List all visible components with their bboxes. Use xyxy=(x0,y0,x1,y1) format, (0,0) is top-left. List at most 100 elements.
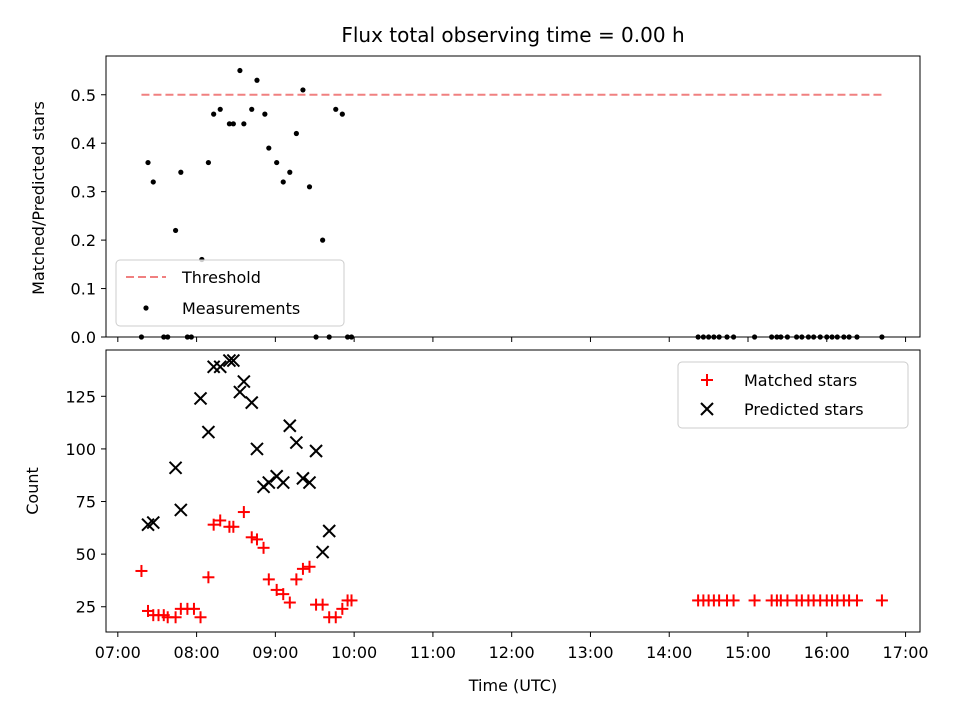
measurement-point xyxy=(711,334,717,340)
bottom-legend-frame xyxy=(677,361,909,429)
measurement-point xyxy=(348,334,355,340)
x-tick-label: 10:00 xyxy=(331,643,377,662)
measurement-point xyxy=(824,334,830,340)
predicted-star-point xyxy=(146,515,160,530)
measurement-point xyxy=(178,169,184,175)
matched-star-point xyxy=(283,596,296,609)
measurement-point xyxy=(274,159,280,166)
matched-star-point xyxy=(296,562,309,575)
x-tick-label: 07:00 xyxy=(95,643,141,662)
legend-matched-swatch xyxy=(701,374,713,386)
matched-star-point xyxy=(257,541,270,554)
legend-matched-label: Matched stars xyxy=(744,371,857,390)
measurement-point xyxy=(266,145,272,151)
measurement-point xyxy=(879,334,885,340)
measurement-point xyxy=(249,106,255,112)
measurement-point xyxy=(280,179,286,185)
measurement-point xyxy=(730,334,737,340)
matched-star-point xyxy=(202,571,215,584)
legend-measurements-swatch xyxy=(143,305,149,311)
measurement-point xyxy=(724,334,730,340)
legend-predicted-label: Predicted stars xyxy=(744,400,864,419)
measurement-point xyxy=(841,334,847,340)
x-tick-label: 17:00 xyxy=(883,643,929,662)
measurement-point xyxy=(716,334,722,340)
predicted-star-point xyxy=(315,545,330,559)
measurement-point xyxy=(184,334,190,340)
matched-star-point xyxy=(336,602,349,615)
measurement-point xyxy=(805,334,812,340)
x-tick-label: 09:00 xyxy=(252,643,298,662)
top-y-tick-label: 0.3 xyxy=(71,183,96,202)
measurement-point xyxy=(326,334,332,340)
matched-star-point xyxy=(748,594,761,607)
predicted-star-point xyxy=(283,419,297,433)
matched-star-point xyxy=(303,560,316,573)
matched-star-point xyxy=(262,573,275,586)
predicted-star-point xyxy=(250,442,264,456)
matched-star-point xyxy=(277,588,290,601)
top-plot-frame xyxy=(105,55,921,338)
predicted-star-point xyxy=(289,435,304,450)
top-legend: Threshold Measurements xyxy=(115,259,345,327)
matched-star-point xyxy=(187,602,200,615)
matched-star-point xyxy=(850,594,863,607)
measurement-point xyxy=(138,334,145,340)
measurement-point xyxy=(293,130,299,137)
predicted-star-point xyxy=(206,360,221,374)
measurement-point xyxy=(205,159,212,166)
top-panel: 0.0 0.1 0.2 0.3 0.4 0.5 xyxy=(71,55,921,347)
bottom-y-axis-label: Count xyxy=(23,467,42,515)
predicted-star-point xyxy=(226,353,241,368)
measurement-point xyxy=(695,334,701,340)
measurement-point xyxy=(313,334,319,340)
bottom-y-tick-label: 75 xyxy=(76,493,96,512)
bottom-y-tick-label: 100 xyxy=(65,440,96,459)
bottom-y-tick-label: 25 xyxy=(76,598,96,617)
top-y-tick-label: 0.0 xyxy=(71,328,96,347)
measurement-point xyxy=(344,334,351,340)
measurement-point xyxy=(300,87,306,93)
measurement-point xyxy=(700,334,706,340)
matched-star-point xyxy=(727,594,740,607)
predicted-star-point xyxy=(201,425,216,439)
matched-star-point xyxy=(329,611,342,624)
predicted-star-point xyxy=(174,503,188,517)
matched-star-point xyxy=(245,531,258,544)
predicted-star-point xyxy=(245,395,259,410)
measurement-point xyxy=(811,334,817,340)
matched-star-point xyxy=(345,594,358,607)
matched-star-point xyxy=(135,564,148,577)
predicted-star-point xyxy=(213,360,227,374)
measurement-point xyxy=(751,334,758,340)
x-tick-label: 12:00 xyxy=(489,643,535,662)
bottom-panel: 07:00 08:00 09:00 10:00 11:00 12:00 13:00 14:00… xyxy=(65,349,929,662)
measurement-point xyxy=(217,106,223,112)
measurement-point xyxy=(706,334,712,340)
measurement-point xyxy=(172,227,179,234)
matched-star-point xyxy=(290,573,303,586)
matched-star-point xyxy=(237,506,250,519)
measurement-point xyxy=(769,334,775,340)
measurement-point xyxy=(150,179,156,185)
predicted-star-point xyxy=(309,444,323,458)
matched-star-point xyxy=(194,611,207,624)
measurement-point xyxy=(145,159,151,166)
predicted-star-point xyxy=(168,461,183,475)
predicted-star-point xyxy=(237,374,251,389)
measurement-point xyxy=(262,111,268,117)
matched-star-point xyxy=(875,594,888,607)
bottom-legend: Matched stars Predicted stars xyxy=(677,361,909,429)
measurement-point xyxy=(241,121,247,127)
legend-measurements-label: Measurements xyxy=(182,299,300,318)
measurement-point xyxy=(211,111,217,117)
measurement-point xyxy=(799,334,805,340)
measurement-point xyxy=(161,334,167,340)
measurement-point xyxy=(784,334,790,340)
legend-predicted-swatch xyxy=(700,402,714,416)
measurement-point xyxy=(333,106,339,112)
measurement-point xyxy=(339,111,345,117)
x-tick-label: 08:00 xyxy=(174,643,220,662)
measurement-point xyxy=(230,121,236,127)
